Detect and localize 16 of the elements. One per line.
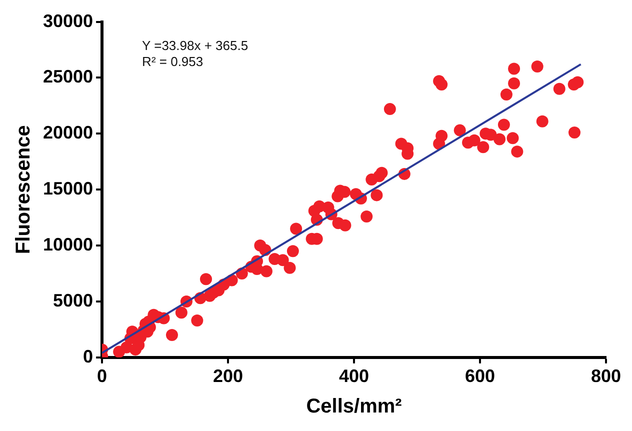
x-tick-label: 600	[464, 366, 496, 386]
x-tick-label: 800	[590, 366, 622, 386]
y-tick-label: 5000	[53, 290, 94, 310]
x-axis-title: Cells/mm²	[306, 396, 402, 418]
x-tick-label: 400	[338, 366, 370, 386]
annotation: Y =33.98x + 365.5	[142, 38, 248, 53]
y-tick-label: 10000	[42, 234, 94, 254]
y-tick-label: 30000	[42, 10, 94, 31]
y-tick-label: 0	[83, 346, 94, 366]
x-tick-label: 200	[213, 366, 244, 386]
y-tick-label: 25000	[42, 66, 94, 87]
y-tick-label: 15000	[42, 178, 94, 199]
y-tick-label: 20000	[42, 122, 94, 143]
y-axis-title: Fluorescence	[12, 125, 35, 254]
x-tick-label: 0	[97, 366, 108, 386]
annotation: R² = 0.953	[142, 54, 204, 69]
